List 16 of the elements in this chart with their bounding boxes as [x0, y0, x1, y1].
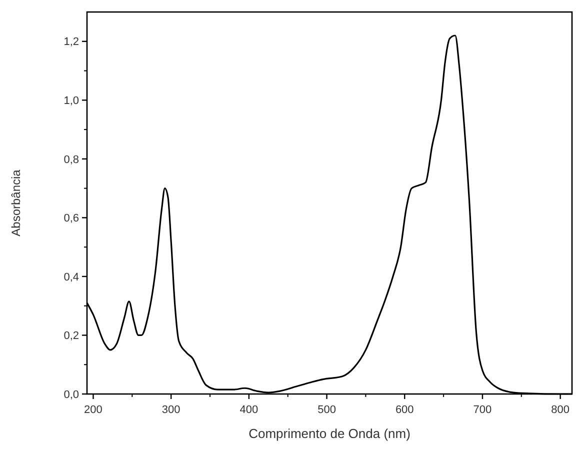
y-tick-label: 0,8: [64, 154, 79, 166]
x-tick-label: 300: [162, 404, 180, 416]
y-tick-label: 0,0: [64, 388, 79, 401]
y-tick-label: 0,2: [64, 330, 79, 342]
x-tick-label: 700: [473, 404, 492, 416]
x-tick-label: 600: [395, 404, 414, 416]
x-tick-label: 800: [551, 404, 570, 416]
x-tick-label: 400: [240, 404, 258, 416]
x-axis-title: Comprimento de Onda (nm): [248, 426, 410, 441]
x-tick-label: 200: [84, 404, 102, 416]
y-tick-label: 1,0: [64, 95, 79, 108]
y-tick-label: 0,4: [64, 271, 79, 284]
y-tick-label: 0,6: [64, 212, 79, 225]
y-tick-label: 1,2: [64, 36, 79, 48]
y-axis-title: Absorbância: [9, 169, 23, 236]
x-tick-label: 500: [318, 404, 336, 416]
